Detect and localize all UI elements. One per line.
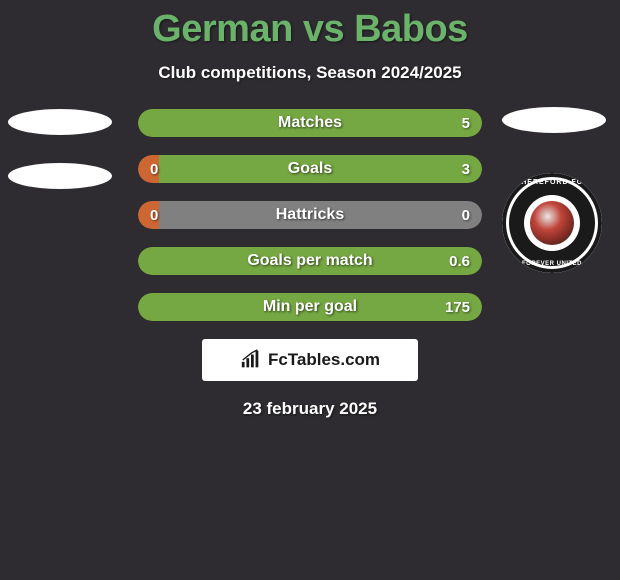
player-right-placeholder: HEREFORD FC FOREVER UNITED bbox=[502, 107, 606, 273]
footer-brand-badge[interactable]: FcTables.com bbox=[202, 339, 418, 381]
club-badge: HEREFORD FC FOREVER UNITED bbox=[502, 173, 602, 273]
stat-row: 5Matches bbox=[138, 109, 482, 137]
badge-top-text: HEREFORD FC bbox=[502, 179, 602, 186]
stat-row: 175Min per goal bbox=[138, 293, 482, 321]
stat-label: Matches bbox=[138, 109, 482, 137]
placeholder-ellipse bbox=[502, 107, 606, 133]
placeholder-ellipse bbox=[8, 109, 112, 135]
stat-label: Min per goal bbox=[138, 293, 482, 321]
footer-date: 23 february 2025 bbox=[0, 399, 620, 419]
stats-area: HEREFORD FC FOREVER UNITED 5Matches 03Goa… bbox=[0, 109, 620, 321]
badge-bottom-text: FOREVER UNITED bbox=[502, 261, 602, 267]
badge-bull-icon bbox=[530, 201, 574, 245]
page-title: German vs Babos bbox=[0, 0, 620, 51]
stats-rows: 5Matches 03Goals 00Hattricks 0.6Goals per m… bbox=[138, 109, 482, 321]
player-left-placeholder bbox=[8, 109, 112, 217]
page-subtitle: Club competitions, Season 2024/2025 bbox=[0, 63, 620, 83]
stat-label: Goals bbox=[138, 155, 482, 183]
badge-outer-ring: HEREFORD FC FOREVER UNITED bbox=[502, 173, 602, 273]
stat-label: Hattricks bbox=[138, 201, 482, 229]
stat-row: 03Goals bbox=[138, 155, 482, 183]
stat-row: 00Hattricks bbox=[138, 201, 482, 229]
stat-row: 0.6Goals per match bbox=[138, 247, 482, 275]
footer-brand-text: FcTables.com bbox=[268, 350, 380, 370]
placeholder-ellipse bbox=[8, 163, 112, 189]
badge-inner-circle bbox=[524, 195, 580, 251]
chart-bars-icon bbox=[240, 349, 262, 371]
stat-label: Goals per match bbox=[138, 247, 482, 275]
